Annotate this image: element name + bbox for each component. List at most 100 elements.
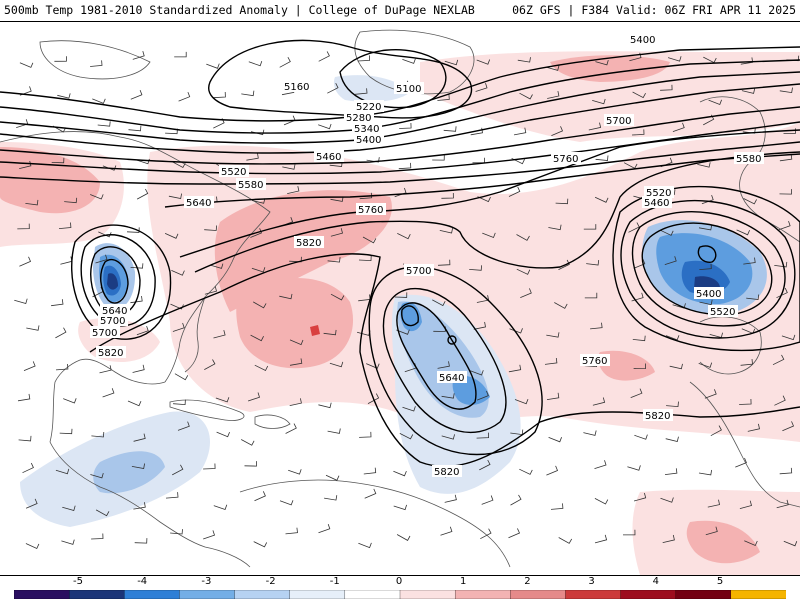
wind-barb: [783, 540, 798, 547]
colorbar-segment: [289, 590, 346, 599]
wind-barb: [95, 254, 108, 264]
wind-barb: [55, 363, 69, 371]
wind-barb: [555, 198, 569, 205]
wind-barb: [170, 529, 183, 535]
wind-barb: [588, 122, 602, 131]
wind-barb: [514, 398, 529, 405]
wind-barb: [250, 129, 265, 136]
colorbar-segment: [399, 590, 456, 599]
wind-barb: [707, 499, 720, 508]
wind-barb: [774, 395, 786, 406]
colorbar-segment: [124, 590, 181, 599]
contour-east-low-inner: [697, 245, 717, 263]
coastline-florida: [184, 296, 206, 373]
contour-label: 5400: [696, 289, 721, 300]
wind-barb: [19, 160, 32, 169]
colorbar-strip: [14, 590, 786, 599]
wind-barb: [634, 434, 648, 440]
wind-barb: [204, 359, 216, 370]
contour-5640: [164, 153, 800, 208]
wind-barb: [366, 363, 380, 369]
coastline-cuba: [169, 399, 245, 421]
wind-barb: [282, 164, 296, 170]
wind-barb: [325, 474, 340, 481]
wind-barb: [318, 402, 332, 409]
wind-barb: [519, 92, 533, 100]
wind-barb: [216, 431, 230, 438]
wind-barb: [469, 265, 482, 271]
wind-barb: [364, 488, 377, 499]
colorbar: -5 -4 -3 -2 -1 0 1 2 3 4 5: [0, 575, 800, 600]
warm-anomaly-mid-appalachian: [214, 190, 392, 312]
wind-barb: [318, 51, 330, 62]
wind-barb: [254, 491, 266, 502]
wind-barb: [482, 232, 496, 239]
wind-barb: [774, 261, 788, 268]
wind-barb: [55, 468, 70, 475]
wind-barb: [592, 98, 606, 105]
wind-barb: [772, 354, 785, 366]
wind-barb: [285, 423, 297, 434]
wind-barb: [779, 87, 793, 94]
wind-barb: [472, 157, 485, 164]
contour-5580-east-low: [612, 185, 800, 352]
wind-barb: [517, 57, 531, 63]
wind-barb: [355, 88, 368, 95]
wind-barb: [253, 541, 268, 548]
wind-barb: [97, 121, 111, 127]
wind-barb: [252, 198, 266, 204]
wind-barb: [359, 192, 373, 200]
wind-barb: [592, 397, 606, 406]
wind-barb: [662, 534, 675, 543]
wind-barb: [289, 339, 304, 346]
wind-barb: [633, 363, 647, 369]
contour-label: 5700: [606, 116, 631, 127]
wind-barb: [318, 123, 332, 130]
wind-barb: [393, 470, 407, 477]
wind-barb: [213, 91, 226, 99]
wind-barb: [667, 56, 682, 62]
wind-barb: [584, 292, 598, 299]
colorbar-segment: [565, 590, 622, 599]
wind-barb: [327, 83, 339, 94]
wind-barb: [441, 434, 455, 440]
wind-barb: [595, 155, 609, 161]
wind-barb: [90, 60, 103, 67]
wind-barb: [480, 528, 492, 540]
wind-barb: [130, 89, 143, 100]
wind-barb: [622, 529, 636, 536]
wind-barb: [165, 128, 178, 135]
contour-label: 5640: [102, 306, 127, 317]
wind-barb: [359, 431, 372, 438]
wind-barb: [363, 467, 377, 475]
contour-gulf-low-inner: [100, 258, 129, 304]
wind-barb: [130, 263, 144, 269]
colorbar-tick-label: -2: [265, 576, 276, 587]
wind-barb: [250, 228, 263, 238]
wind-barb: [544, 357, 558, 365]
header-bar: 500mb Temp 1981-2010 Standardized Anomal…: [0, 0, 800, 22]
wind-barb: [590, 322, 603, 330]
wind-barb: [213, 329, 226, 339]
wind-barb: [397, 233, 411, 240]
coastline-south-america: [239, 479, 511, 568]
wind-barb: [247, 392, 261, 402]
wind-barb: [241, 90, 255, 97]
wind-barb: [558, 259, 570, 270]
wind-barb: [172, 464, 184, 476]
contour-5700: [179, 129, 800, 258]
wind-barb: [701, 194, 714, 205]
colorbar-tick-label: 0: [395, 576, 403, 587]
contour-5760: [194, 151, 800, 273]
wind-barb: [130, 295, 143, 304]
contour-label: 5520: [710, 307, 735, 318]
wind-barb: [672, 122, 685, 132]
colorbar-segment: [454, 590, 511, 599]
contour-label: 5760: [358, 205, 383, 216]
wind-barb: [660, 229, 674, 236]
wind-barb: [698, 469, 712, 476]
colorbar-segment: [234, 590, 291, 599]
wind-barb: [18, 435, 32, 442]
wind-barb: [57, 93, 71, 99]
wind-barb: [61, 539, 75, 545]
